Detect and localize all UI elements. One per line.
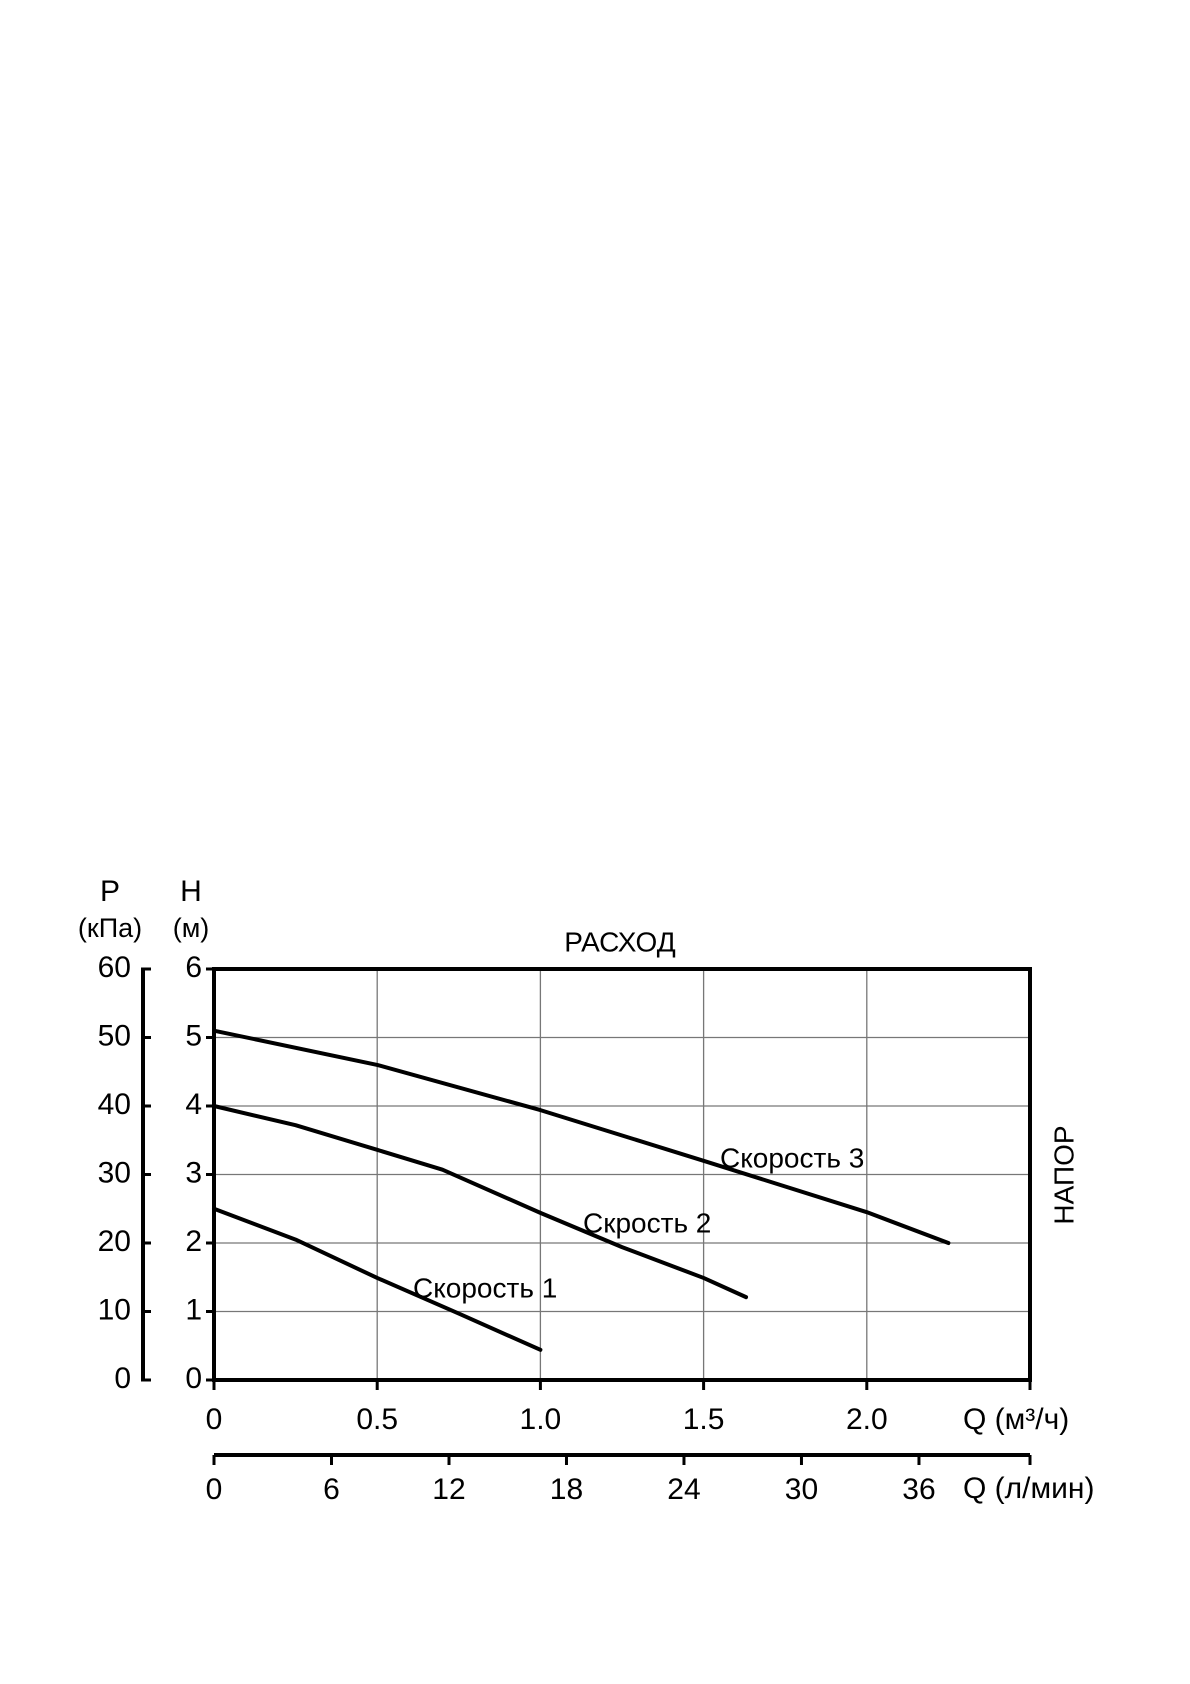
- y2-tick-label: 30: [98, 1156, 131, 1189]
- series-label: Скорость 1: [413, 1272, 557, 1303]
- y2-tick-label: 0: [114, 1362, 131, 1395]
- y-tick-label: 3: [185, 1156, 202, 1189]
- y2-tick-label: 40: [98, 1088, 131, 1121]
- y-tick-label: 4: [185, 1088, 202, 1121]
- y-tick-label: 1: [185, 1293, 202, 1326]
- y-tick-label: 6: [185, 951, 202, 984]
- y-tick-label: 2: [185, 1225, 202, 1258]
- series-label: Скрость 2: [583, 1207, 711, 1238]
- y-label: H: [180, 875, 202, 908]
- x2-tick-label: 12: [432, 1473, 465, 1506]
- x2-tick-label: 36: [902, 1473, 935, 1506]
- y2-tick-label: 50: [98, 1019, 131, 1052]
- series-line: [212, 1104, 749, 1300]
- y2-unit: (кПа): [78, 913, 142, 943]
- series-line: [212, 1206, 543, 1352]
- x2-tick-label: 0: [206, 1473, 223, 1506]
- y-side-label: НАПОР: [1048, 1125, 1079, 1224]
- x-tick-label: 1.0: [520, 1403, 562, 1436]
- x-label: Q (м³/ч): [963, 1403, 1069, 1436]
- series-label: Скорость 3: [720, 1142, 864, 1173]
- y2-tick-label: 20: [98, 1225, 131, 1258]
- y2-tick-label: 10: [98, 1293, 131, 1326]
- x2-tick-label: 6: [323, 1473, 340, 1506]
- x-tick-label: 1.5: [683, 1403, 725, 1436]
- y-unit: (м): [173, 913, 210, 943]
- x2-tick-label: 30: [785, 1473, 818, 1506]
- x-tick-label: 2.0: [846, 1403, 888, 1436]
- x2-tick-label: 18: [550, 1473, 583, 1506]
- chart-title: РАСХОД: [564, 926, 675, 957]
- x2-label: Q (л/мин): [963, 1472, 1094, 1505]
- x2-tick-label: 24: [667, 1473, 700, 1506]
- y-tick-label: 0: [185, 1362, 202, 1395]
- y2-tick-label: 60: [98, 951, 131, 984]
- x-tick-label: 0.5: [356, 1403, 398, 1436]
- y2-label: P: [100, 875, 120, 908]
- y-tick-label: 5: [185, 1019, 202, 1052]
- series-line: [212, 1028, 951, 1245]
- x-tick-label: 0: [206, 1403, 223, 1436]
